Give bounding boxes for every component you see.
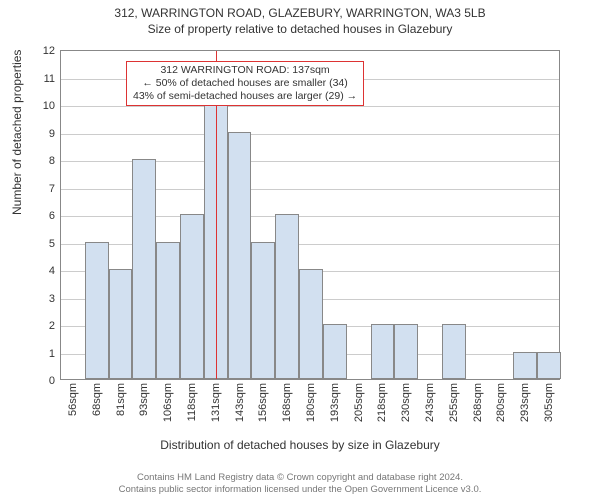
- xtick: 106sqm: [162, 383, 174, 422]
- histogram-bar: [394, 324, 418, 379]
- y-axis-label: Number of detached properties: [10, 50, 24, 215]
- xtick: 255sqm: [448, 383, 460, 422]
- xtick: 230sqm: [400, 383, 412, 422]
- histogram-bar: [156, 242, 180, 380]
- xtick: 280sqm: [495, 383, 507, 422]
- chart-title: 312, WARRINGTON ROAD, GLAZEBURY, WARRING…: [0, 0, 600, 37]
- ytick: 2: [49, 320, 55, 332]
- xtick: 81sqm: [115, 383, 127, 416]
- xtick: 168sqm: [281, 383, 293, 422]
- ytick: 11: [44, 73, 55, 85]
- xtick: 305sqm: [543, 383, 555, 422]
- annotation-line: 43% of semi-detached houses are larger (…: [133, 90, 357, 103]
- annotation-box: 312 WARRINGTON ROAD: 137sqm← 50% of deta…: [126, 61, 364, 106]
- xtick: 293sqm: [519, 383, 531, 422]
- footer-line2: Contains public sector information licen…: [0, 484, 600, 496]
- xtick: 118sqm: [186, 383, 198, 421]
- histogram-bar: [132, 159, 156, 379]
- ytick: 7: [49, 183, 55, 195]
- gridline: [61, 134, 559, 135]
- chart-area: 012345678910111256sqm68sqm81sqm93sqm106s…: [60, 50, 560, 380]
- histogram-bar: [323, 324, 347, 379]
- xtick: 205sqm: [353, 383, 365, 422]
- x-axis-label: Distribution of detached houses by size …: [0, 438, 600, 452]
- xtick: 93sqm: [138, 383, 150, 416]
- xtick: 143sqm: [234, 383, 246, 422]
- ytick: 3: [49, 293, 55, 305]
- histogram-bar: [275, 214, 299, 379]
- annotation-line: ← 50% of detached houses are smaller (34…: [133, 77, 357, 90]
- ytick: 8: [49, 155, 55, 167]
- histogram-bar: [180, 214, 204, 379]
- xtick: 156sqm: [257, 383, 269, 422]
- xtick: 56sqm: [67, 383, 79, 416]
- title-line2: Size of property relative to detached ho…: [0, 22, 600, 38]
- ytick: 5: [49, 238, 55, 250]
- xtick: 131sqm: [210, 383, 222, 422]
- footer: Contains HM Land Registry data © Crown c…: [0, 472, 600, 496]
- histogram-bar: [109, 269, 133, 379]
- footer-line1: Contains HM Land Registry data © Crown c…: [0, 472, 600, 484]
- histogram-bar: [299, 269, 323, 379]
- annotation-line: 312 WARRINGTON ROAD: 137sqm: [133, 64, 357, 77]
- ytick: 6: [49, 210, 55, 222]
- xtick: 180sqm: [305, 383, 317, 422]
- histogram-bar: [442, 324, 466, 379]
- ytick: 10: [43, 100, 55, 112]
- ytick: 9: [49, 128, 55, 140]
- histogram-bar: [371, 324, 395, 379]
- xtick: 218sqm: [376, 383, 388, 422]
- histogram-bar: [513, 352, 537, 380]
- histogram-bar: [228, 132, 252, 380]
- ytick: 1: [49, 348, 55, 360]
- xtick: 243sqm: [424, 383, 436, 422]
- xtick: 193sqm: [329, 383, 341, 422]
- xtick: 268sqm: [472, 383, 484, 422]
- xtick: 68sqm: [91, 383, 103, 416]
- histogram-bar: [85, 242, 109, 380]
- histogram-bar: [537, 352, 561, 380]
- ytick: 4: [49, 265, 55, 277]
- histogram-bar: [251, 242, 275, 380]
- title-line1: 312, WARRINGTON ROAD, GLAZEBURY, WARRING…: [0, 6, 600, 22]
- ytick: 0: [49, 375, 55, 387]
- ytick: 12: [43, 45, 55, 57]
